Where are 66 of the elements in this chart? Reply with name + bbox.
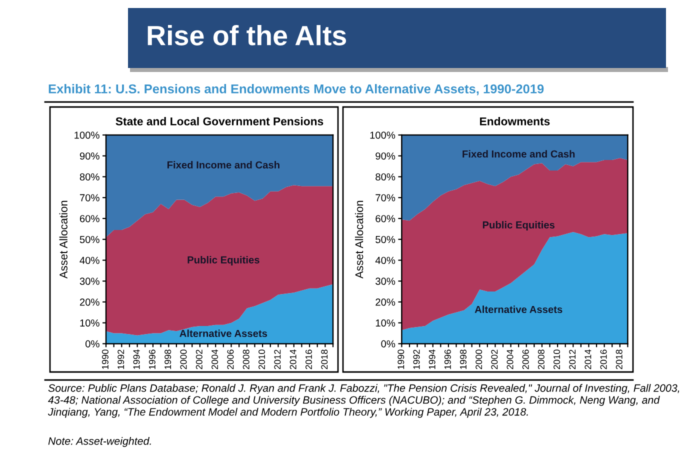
x-tick-label: 2014 bbox=[584, 350, 592, 370]
text: Rise of the Alts bbox=[148, 25, 346, 46]
series-label: Public Equities bbox=[482, 221, 555, 231]
y-tick-label: 0% bbox=[85, 340, 100, 348]
y-tick-label: 40% bbox=[375, 256, 396, 264]
y-tick-label: 80% bbox=[376, 173, 396, 181]
x-tick-label: 2018 bbox=[321, 350, 328, 370]
x-tick-label: 2002 bbox=[196, 350, 202, 370]
x-tick-label: 2018 bbox=[616, 350, 622, 370]
x-tick-label: 1998 bbox=[460, 350, 467, 369]
x-tick-label: 2010 bbox=[258, 350, 266, 370]
series-label: Alternative Assets bbox=[474, 306, 562, 314]
text: Note: Asset-weighted. bbox=[48, 437, 151, 447]
y-tick-label: 30% bbox=[80, 278, 100, 285]
y-tick-label: 30% bbox=[376, 278, 396, 285]
x-tick-label: 1996 bbox=[148, 350, 156, 369]
y-tick-label: 60% bbox=[80, 215, 100, 222]
source-note: Source: Public Plans Database; Ronald J. Ryan and Frank J. Fabozzi, "The Pension Crisis Revealed," Journal of Investing, Fall 2003, 43-48; National Association of College and University Business Officers (NACUBO); and “Stephen G. Dimmock, Neng Wang, and Jinqiang, Yang, “The Endowment Model and Modern Portfolio Theory,” Working Paper, April 23, 2018. bbox=[48, 384, 680, 418]
x-tick-label: 1992 bbox=[413, 350, 420, 369]
x-tick-label: 2008 bbox=[538, 350, 544, 370]
x-tick-label: 2016 bbox=[305, 350, 312, 370]
series-label: Alternative Assets bbox=[180, 330, 268, 338]
x-tick-label: 1994 bbox=[133, 350, 140, 369]
x-tick-label: 2012 bbox=[569, 350, 576, 370]
x-tick-label: 1990 bbox=[398, 350, 404, 369]
x-tick-label: 2006 bbox=[227, 350, 234, 370]
x-tick-label: 2006 bbox=[522, 350, 529, 370]
y-axis-title: Asset Allocation bbox=[354, 200, 364, 279]
y-tick-label: 90% bbox=[80, 152, 100, 160]
x-tick-label: 2004 bbox=[506, 350, 514, 370]
x-tick-label: 2004 bbox=[212, 350, 218, 370]
x-tick-label: 1996 bbox=[444, 350, 451, 369]
y-tick-label: 50% bbox=[376, 236, 396, 244]
y-tick-label: 40% bbox=[80, 256, 100, 264]
y-tick-label: 100% bbox=[370, 132, 396, 139]
x-tick-label: 2000 bbox=[180, 350, 187, 370]
y-tick-label: 70% bbox=[376, 194, 396, 202]
y-tick-label: 50% bbox=[80, 236, 100, 244]
y-tick-label: 90% bbox=[376, 152, 396, 160]
x-tick-label: 1990 bbox=[102, 350, 108, 369]
x-tick-label: 1998 bbox=[164, 350, 172, 369]
y-tick-label: 10% bbox=[376, 319, 396, 327]
x-tick-label: 2012 bbox=[274, 350, 281, 370]
text: Exhibit 11: U.S. Pensions and Endowments Move to Alternative Assets, 1990-2019 bbox=[48, 84, 544, 96]
series-label: Public Equities bbox=[188, 256, 260, 266]
x-tick-label: 2002 bbox=[491, 350, 498, 370]
x-tick-label: 2014 bbox=[290, 350, 296, 370]
y-axis-title: Asset Allocation bbox=[59, 200, 68, 279]
y-tick-label: 60% bbox=[376, 215, 396, 222]
x-tick-label: 1994 bbox=[428, 350, 436, 369]
y-tick-label: 80% bbox=[80, 173, 100, 181]
x-tick-label: 2008 bbox=[242, 350, 250, 370]
y-tick-label: 20% bbox=[376, 298, 396, 306]
y-tick-label: 100% bbox=[74, 132, 100, 139]
x-tick-label: 1992 bbox=[118, 350, 124, 369]
y-tick-label: 20% bbox=[80, 298, 100, 306]
x-tick-label: 2016 bbox=[600, 350, 607, 370]
series-label: Fixed Income and Cash bbox=[462, 150, 575, 158]
y-tick-label: 0% bbox=[381, 340, 396, 348]
series-label: Fixed Income and Cash bbox=[167, 161, 280, 169]
x-tick-label: 2010 bbox=[554, 350, 560, 370]
y-tick-label: 10% bbox=[80, 319, 100, 327]
y-tick-label: 70% bbox=[80, 194, 100, 202]
x-tick-label: 2000 bbox=[476, 350, 482, 370]
chart-title: State and Local Government Pensions bbox=[116, 117, 324, 126]
chart-title: Endowments bbox=[480, 117, 550, 126]
